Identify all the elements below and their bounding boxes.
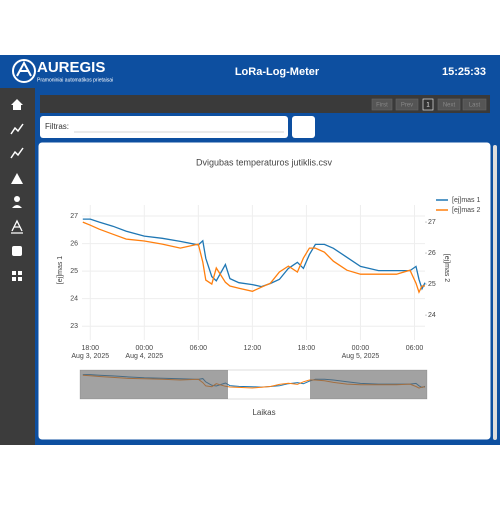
- sidebar-icons: [10, 99, 24, 281]
- chart: Dvigubas temperaturos jutiklis.csv Laika…: [57, 157, 481, 417]
- range-slider-mask: [310, 370, 427, 399]
- page-button-label[interactable]: Prev: [401, 103, 413, 109]
- grid-icon[interactable]: [12, 271, 16, 275]
- page-button[interactable]: [437, 98, 461, 111]
- y-tick-label: 25: [70, 268, 78, 275]
- grid-icon-4[interactable]: [18, 277, 22, 281]
- chart-title: Dvigubas temperaturos jutiklis.csv: [196, 157, 333, 167]
- logo-subtitle: Pramoniniai automatikos prietaisai: [37, 77, 113, 83]
- y2-tick-label: 25: [428, 281, 436, 288]
- x-tick-label: 06:00: [190, 345, 208, 352]
- y2-axis-title: [ej]mas 2: [443, 254, 450, 283]
- chart-icon-2[interactable]: [10, 147, 24, 159]
- pagination: First Prev 1 Next Last: [371, 98, 487, 111]
- page-button-label[interactable]: Last: [469, 103, 481, 109]
- x-tick-label: 06:00: [406, 345, 424, 352]
- y2-tick-label: 27: [428, 219, 436, 226]
- x-tick-label: 12:00: [244, 345, 262, 352]
- page-button-label[interactable]: 1: [426, 103, 430, 109]
- app-title: LoRa-Log-Meter: [235, 66, 320, 78]
- legend-label: [ej]mas 1: [452, 197, 481, 204]
- logo-icon: [12, 59, 36, 83]
- page-button-label[interactable]: Next: [443, 103, 456, 109]
- filter-box: [40, 116, 288, 138]
- x-tick-label: 00:00 Aug 5, 2025: [342, 345, 380, 360]
- x-axis-title: Laikas: [252, 408, 275, 417]
- y-tick-label: 26: [70, 240, 78, 247]
- y-tick-label: 23: [70, 323, 78, 330]
- chart-icon[interactable]: [10, 123, 24, 135]
- grid-icon-2[interactable]: [18, 271, 22, 275]
- y-tick-label: 24: [70, 296, 78, 303]
- page-button[interactable]: [462, 98, 487, 111]
- user-icon[interactable]: [14, 196, 20, 202]
- x-tick-label: 00:00 Aug 4, 2025: [125, 345, 163, 360]
- header-bar: [0, 55, 500, 88]
- logo: AUREGIS: [37, 59, 105, 76]
- y-axis-title: [ej]mas 1: [57, 256, 64, 285]
- series-line: [82, 221, 425, 294]
- settings-icon[interactable]: [12, 246, 22, 256]
- page-button-label[interactable]: First: [376, 103, 388, 109]
- page-button[interactable]: [371, 98, 393, 111]
- grid-icon-3[interactable]: [12, 277, 16, 281]
- sidebar: [0, 88, 35, 445]
- y2-tick-label: 26: [428, 250, 436, 257]
- filter-label: Filtras:: [45, 122, 69, 131]
- clock: 15:25:33: [442, 66, 486, 78]
- legend-label: [ej]mas 2: [452, 207, 481, 214]
- page-button[interactable]: [422, 98, 434, 111]
- pager-bar: [40, 95, 490, 113]
- user-icon-body[interactable]: [12, 205, 22, 208]
- y2-tick-label: 24: [428, 312, 436, 319]
- y-tick-label: 27: [70, 213, 78, 220]
- logo-icon-a: [16, 60, 32, 77]
- x-tick-label: 18:00: [298, 345, 316, 352]
- alert-icon[interactable]: [11, 173, 23, 184]
- filter-button[interactable]: [292, 116, 315, 138]
- x-tick-label: 18:00 Aug 3, 2025: [71, 345, 109, 360]
- text-icon[interactable]: [11, 219, 23, 234]
- home-icon[interactable]: [11, 99, 23, 110]
- page-button[interactable]: [395, 98, 419, 111]
- range-slider-mask: [80, 370, 228, 399]
- scrollbar[interactable]: [493, 145, 497, 440]
